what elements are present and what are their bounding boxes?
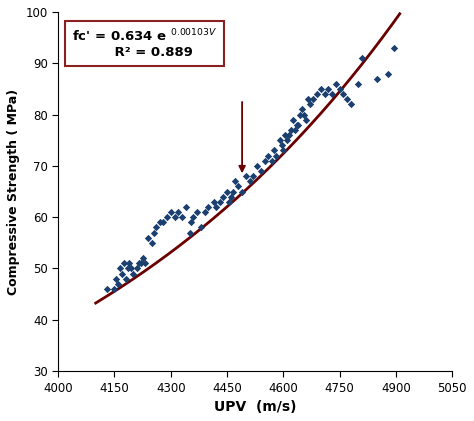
Point — [282, 132, 289, 139]
Point — [250, 173, 257, 179]
Point — [126, 260, 133, 267]
Point — [210, 198, 218, 205]
Point — [148, 240, 156, 246]
Point — [304, 96, 311, 103]
Point — [293, 121, 301, 128]
Point — [124, 265, 131, 272]
Point — [291, 127, 299, 133]
Point — [283, 137, 291, 144]
Point — [313, 91, 321, 97]
Point — [120, 260, 128, 267]
Point — [325, 85, 332, 92]
Point — [223, 188, 231, 195]
Point — [268, 157, 276, 164]
Point — [276, 137, 283, 144]
Point — [261, 157, 268, 164]
Point — [178, 214, 186, 221]
Point — [204, 203, 212, 210]
Point — [280, 147, 287, 154]
Point — [197, 224, 205, 231]
Text: fc' = 0.634 e $^{0.00103V}$
    R² = 0.889: fc' = 0.634 e $^{0.00103V}$ R² = 0.889 — [72, 27, 217, 59]
Point — [332, 80, 340, 87]
Point — [300, 111, 308, 118]
Point — [219, 193, 227, 200]
Point — [374, 75, 381, 82]
Point — [171, 214, 178, 221]
Point — [141, 260, 148, 267]
Point — [390, 45, 398, 51]
Point — [145, 234, 152, 241]
Point — [328, 91, 336, 97]
Point — [111, 285, 118, 292]
X-axis label: UPV  (m/s): UPV (m/s) — [214, 400, 296, 414]
Point — [306, 101, 313, 108]
Point — [128, 265, 135, 272]
Point — [156, 219, 164, 226]
Point — [201, 209, 209, 216]
Point — [188, 219, 195, 226]
Point — [272, 152, 280, 159]
Point — [298, 106, 306, 113]
Point — [216, 198, 223, 205]
Point — [302, 116, 310, 123]
Point — [336, 85, 344, 92]
Point — [257, 168, 264, 174]
Point — [150, 229, 158, 236]
Point — [310, 96, 317, 103]
Point — [253, 163, 261, 169]
Point — [270, 147, 278, 154]
Point — [347, 101, 355, 108]
Point — [321, 91, 328, 97]
Point — [278, 142, 285, 149]
Point — [297, 111, 304, 118]
Point — [122, 275, 129, 282]
Point — [159, 219, 167, 226]
Point — [317, 85, 325, 92]
Point — [355, 80, 362, 87]
Point — [193, 209, 201, 216]
Point — [186, 229, 193, 236]
Point — [190, 214, 197, 221]
Point — [163, 214, 171, 221]
Point — [340, 91, 347, 97]
Point — [167, 209, 174, 216]
Point — [112, 275, 120, 282]
Point — [385, 70, 392, 77]
Point — [229, 188, 237, 195]
Point — [137, 260, 145, 267]
Point — [264, 152, 272, 159]
Point — [343, 96, 351, 103]
Point — [289, 116, 297, 123]
Point — [358, 55, 366, 61]
Point — [238, 188, 246, 195]
Point — [235, 183, 242, 190]
Point — [174, 209, 182, 216]
Point — [152, 224, 160, 231]
Point — [231, 178, 238, 185]
Point — [118, 270, 126, 277]
Point — [285, 132, 293, 139]
Point — [114, 280, 122, 287]
Point — [129, 270, 137, 277]
Point — [133, 265, 141, 272]
Point — [139, 255, 146, 261]
Point — [246, 178, 254, 185]
Point — [212, 203, 219, 210]
Point — [182, 203, 190, 210]
Point — [295, 121, 302, 128]
Point — [225, 198, 233, 205]
Point — [116, 265, 124, 272]
Point — [135, 260, 143, 267]
Point — [227, 193, 235, 200]
Point — [287, 127, 295, 133]
Y-axis label: Compressive Strength ( MPa): Compressive Strength ( MPa) — [7, 88, 20, 295]
Point — [103, 285, 111, 292]
Point — [242, 173, 250, 179]
